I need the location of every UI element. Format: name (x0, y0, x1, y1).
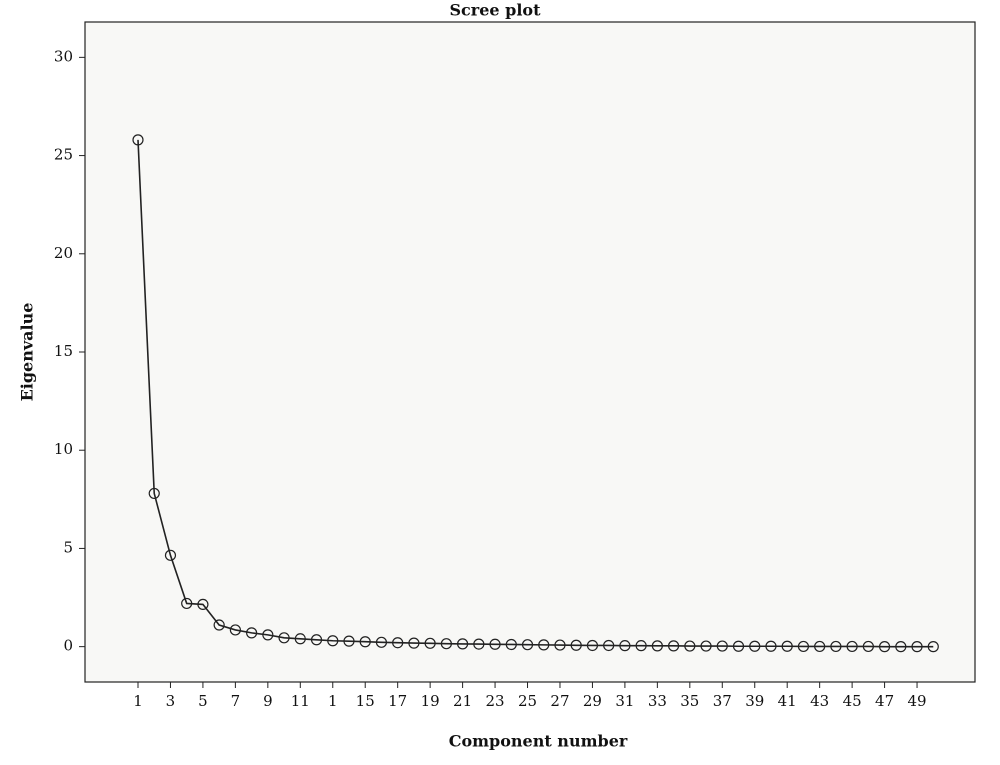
point (521, 639, 534, 651)
plot-area (84, 21, 976, 683)
x-tick-label: 41 (778, 692, 797, 710)
point (359, 636, 371, 648)
x-tick-label: 37 (713, 692, 732, 710)
point (895, 641, 907, 653)
point (197, 598, 209, 611)
y-tick-label: 30 (54, 47, 73, 65)
x-axis-title: Component number (449, 732, 628, 751)
point (327, 635, 339, 647)
point (684, 640, 696, 652)
x-tick-label: 17 (388, 692, 407, 710)
x-tick-label: 43 (810, 692, 829, 710)
x-tick-label: 9 (263, 692, 273, 710)
point (716, 640, 728, 652)
point (489, 638, 501, 650)
x-tick-label: 27 (550, 692, 569, 710)
point (554, 639, 566, 651)
x-tick-label: 5 (198, 692, 208, 710)
y-axis-title: Eigenvalue (18, 303, 37, 402)
x-tick-label: 3 (166, 692, 176, 710)
point (603, 639, 615, 652)
point (538, 639, 550, 651)
point (424, 637, 436, 649)
point (586, 639, 599, 652)
x-tick-label: 1 (133, 692, 143, 710)
point (408, 637, 420, 649)
y-tick-label: 15 (54, 342, 73, 360)
point (375, 636, 388, 648)
y-tick-label: 20 (54, 244, 73, 262)
point (732, 640, 745, 652)
point (878, 641, 891, 653)
point (181, 597, 193, 610)
x-tick-label: 39 (745, 692, 764, 710)
point (278, 632, 290, 644)
point (765, 640, 777, 652)
x-tick-label: 23 (486, 692, 505, 710)
point (667, 640, 680, 652)
point (814, 640, 826, 653)
point (749, 640, 761, 652)
point (473, 638, 485, 650)
x-tick-label: 15 (356, 692, 375, 710)
point (619, 640, 631, 652)
x-tick-label: 19 (421, 692, 440, 710)
point (635, 640, 647, 652)
x-tick-label: 7 (231, 692, 241, 710)
point (294, 633, 306, 645)
point (392, 637, 404, 649)
x-tick-label: 47 (875, 692, 894, 710)
point (651, 640, 663, 652)
point (505, 638, 517, 651)
x-tick-label: 1 (328, 692, 338, 710)
point (781, 640, 793, 652)
y-tick-label: 10 (54, 440, 73, 458)
point (262, 629, 274, 641)
point (246, 627, 258, 639)
x-tick-label: 49 (907, 692, 926, 710)
point (927, 641, 939, 653)
x-tick-label: 45 (843, 692, 862, 710)
x-tick-label: 33 (648, 692, 667, 710)
x-tick-label: 29 (583, 692, 602, 710)
point (229, 624, 241, 636)
x-tick-label: 35 (680, 692, 699, 710)
y-tick-label: 5 (63, 538, 73, 556)
y-tick-label: 25 (54, 146, 73, 164)
line (137, 139, 934, 648)
point (830, 640, 842, 653)
point (846, 640, 858, 653)
point (164, 549, 177, 561)
point (797, 640, 810, 653)
point (148, 487, 160, 500)
x-tick-label: 25 (518, 692, 537, 710)
point (570, 639, 582, 651)
point (310, 634, 323, 646)
x-tick-label: 31 (615, 692, 634, 710)
x-tick-label: 21 (453, 692, 472, 710)
point (911, 641, 923, 653)
point (862, 640, 874, 653)
point (457, 638, 469, 650)
point (213, 619, 225, 631)
y-tick-label: 0 (63, 637, 73, 655)
point (132, 134, 144, 146)
point (700, 640, 712, 652)
point (440, 638, 452, 650)
x-tick-label: 11 (291, 692, 310, 710)
point (343, 635, 355, 647)
chart-title: Scree plot (450, 1, 542, 20)
